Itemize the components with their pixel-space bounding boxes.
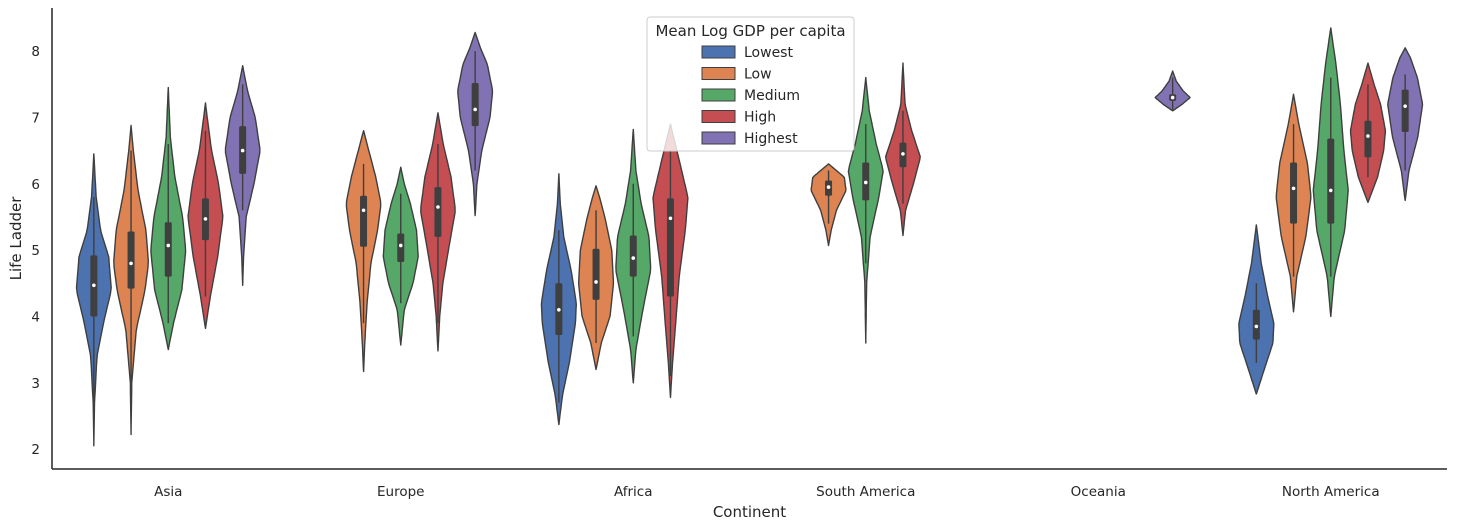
violin-north-america-high-iqr-box	[1364, 120, 1372, 158]
legend-label: Highest	[744, 131, 798, 147]
violin-africa-lowest	[540, 173, 577, 426]
violin-north-america-low-iqr-box	[1290, 162, 1298, 224]
legend-swatch	[701, 131, 736, 145]
violin-south-america-low-median	[826, 185, 831, 189]
violins-layer	[75, 27, 1424, 447]
violin-africa-medium-median	[631, 256, 636, 260]
axes	[51, 8, 1447, 470]
violin-africa-lowest-median	[557, 308, 561, 312]
violin-asia-medium-iqr-box	[164, 222, 172, 277]
violin-south-america-medium-median	[863, 180, 868, 185]
y-tick-label: 4	[31, 309, 40, 325]
x-tick-label-north-america: North America	[1282, 484, 1380, 500]
violin-south-america-medium	[847, 76, 884, 344]
violin-africa-high-iqr-box	[666, 198, 674, 297]
violin-asia-highest	[224, 65, 261, 286]
x-tick-label-asia: Asia	[154, 484, 182, 500]
violin-north-america-medium	[1312, 27, 1349, 318]
legend-title: Mean Log GDP per capita	[655, 22, 845, 40]
y-tick-label: 7	[31, 110, 40, 126]
violin-asia-lowest	[75, 153, 112, 447]
violin-asia-medium-median	[166, 243, 171, 248]
violin-africa-high-median	[668, 216, 673, 221]
violin-asia-high	[187, 102, 224, 330]
violin-north-america-high	[1349, 62, 1386, 203]
x-tick-label-south-america: South America	[816, 484, 915, 500]
legend-item-lowest: Lowest	[701, 45, 793, 61]
violin-africa-medium	[615, 128, 652, 384]
x-axis-title: Continent	[713, 503, 786, 521]
violin-europe-high	[420, 112, 456, 352]
legend-label: Lowest	[744, 45, 793, 61]
violin-oceania-highest-median	[1170, 95, 1175, 100]
x-tick-label-europe: Europe	[377, 484, 424, 500]
x-tick-label-africa: Africa	[614, 484, 653, 500]
violin-europe-low-iqr-box	[360, 195, 368, 247]
violin-africa-high	[652, 123, 689, 399]
legend-item-medium: Medium	[701, 88, 800, 104]
x-axis-ticks: Asia Europe Africa South America Oceania Nort…	[154, 484, 1380, 500]
violin-africa-low-iqr-box	[592, 248, 600, 300]
violin-north-america-low-median	[1291, 186, 1296, 191]
legend-item-highest: Highest	[701, 131, 798, 147]
violin-asia-low	[113, 124, 149, 436]
violin-asia-high-median	[203, 217, 208, 221]
violin-south-america-high	[885, 62, 921, 237]
legend-label: Medium	[744, 88, 800, 104]
violin-north-america-high-median	[1366, 134, 1370, 138]
violin-europe-low-median	[361, 208, 366, 213]
violin-europe-high-median	[436, 205, 440, 209]
violin-north-america-medium-iqr-box	[1327, 138, 1335, 224]
y-tick-label: 3	[31, 376, 40, 392]
legend-item-high: High	[701, 110, 776, 126]
violin-south-america-high-median	[901, 152, 905, 156]
y-axis-ticks: 2 3 4 5 6 7 8	[31, 44, 40, 458]
violin-europe-highest-median	[473, 107, 477, 112]
violin-north-america-lowest-median	[1254, 324, 1259, 329]
y-tick-label: 2	[31, 442, 40, 458]
violin-europe-low	[345, 130, 382, 373]
violin-oceania-highest	[1154, 70, 1191, 112]
legend-swatch	[701, 45, 736, 59]
legend-swatch	[701, 67, 736, 80]
violin-africa-medium-iqr-box	[629, 235, 637, 277]
violin-asia-highest-median	[240, 148, 245, 153]
violin-asia-medium	[150, 86, 187, 351]
violin-europe-high-iqr-box	[434, 187, 442, 237]
violin-europe-medium-iqr-box	[397, 233, 405, 263]
legend-swatch	[701, 110, 736, 123]
x-tick-label-oceania: Oceania	[1071, 484, 1126, 500]
violin-asia-low-median	[129, 261, 133, 266]
violin-north-america-highest-median	[1403, 104, 1407, 108]
violin-north-america-medium-median	[1328, 188, 1333, 193]
legend-swatch	[701, 88, 736, 102]
violin-north-america-highest	[1387, 47, 1424, 202]
legend-item-low: Low	[701, 67, 772, 83]
violin-europe-highest-iqr-box	[471, 82, 479, 127]
violin-north-america-highest-iqr-box	[1401, 89, 1409, 133]
violin-south-america-low	[810, 163, 847, 247]
violin-europe-medium-median	[398, 243, 403, 248]
violin-north-america-low	[1275, 93, 1312, 313]
y-tick-label: 5	[31, 243, 40, 259]
legend-label: Low	[744, 67, 772, 83]
legend-items: Lowest Low Medium High Highest	[701, 45, 800, 147]
violin-africa-low	[578, 185, 615, 371]
violin-africa-low-median	[594, 280, 598, 284]
violin-asia-lowest-median	[92, 283, 96, 288]
y-tick-label: 6	[31, 177, 40, 193]
violin-europe-highest	[457, 31, 494, 217]
legend-label: High	[744, 110, 776, 126]
violin-north-america-lowest	[1238, 224, 1275, 395]
legend-frame	[646, 16, 855, 152]
violin-europe-medium	[382, 166, 419, 346]
y-tick-label: 8	[31, 44, 40, 60]
y-axis-title: Life Ladder	[7, 196, 25, 281]
legend: Mean Log GDP per capita Lowest Low Medium H…	[646, 16, 855, 152]
violin-asia-low-iqr-box	[127, 231, 135, 289]
